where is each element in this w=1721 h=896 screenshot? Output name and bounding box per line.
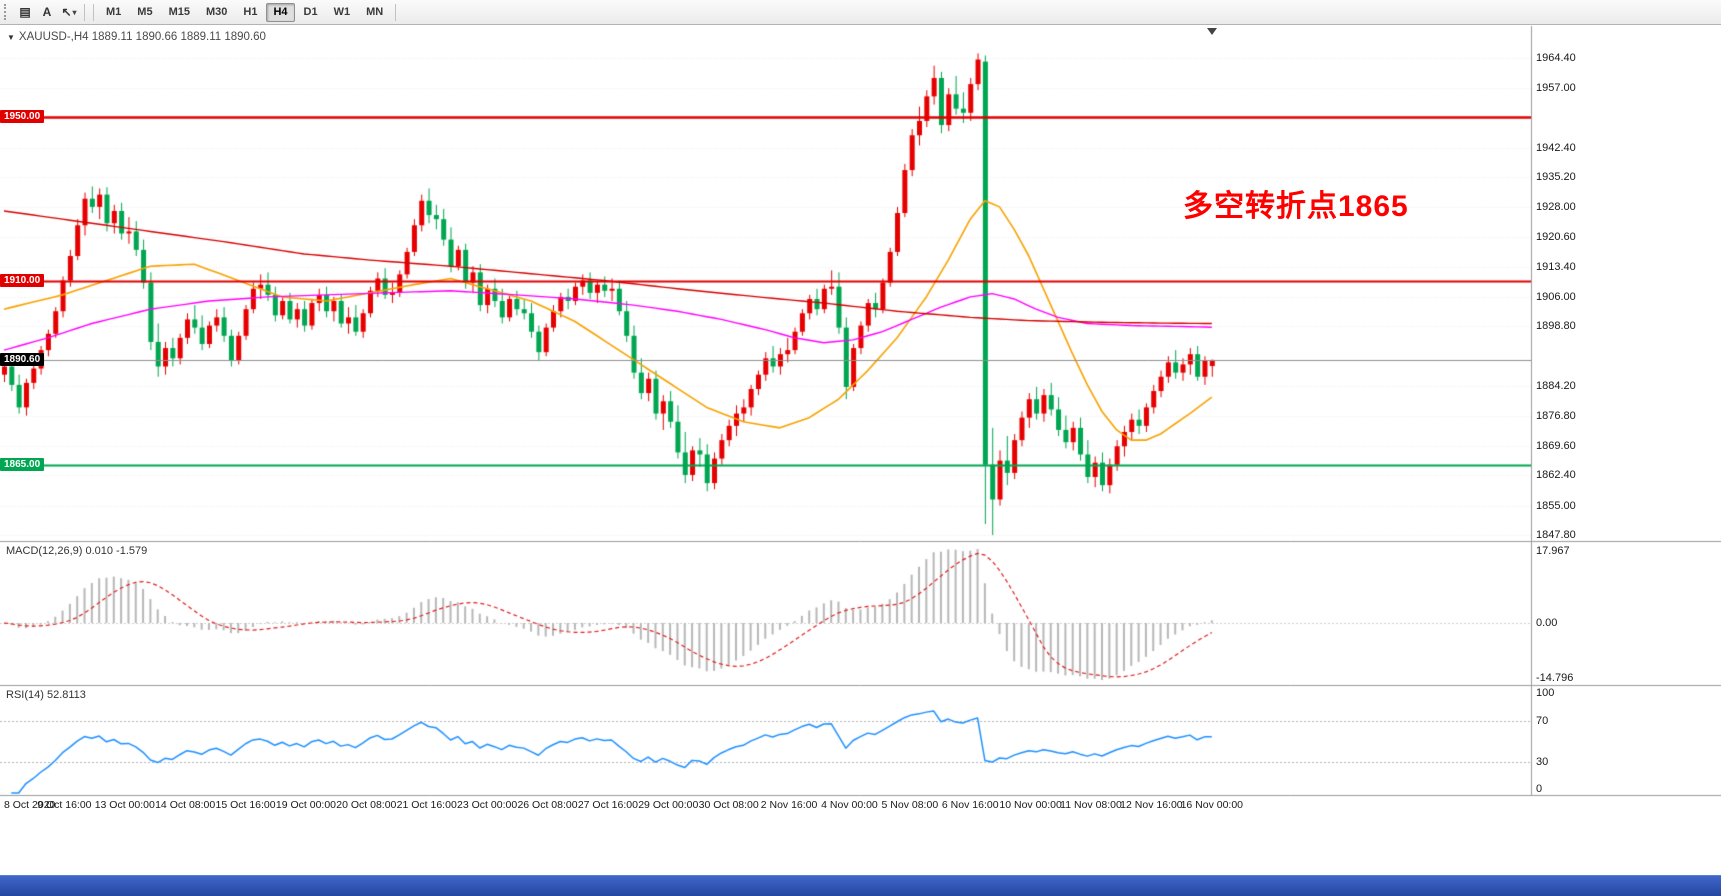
toolbar-separator (395, 3, 397, 21)
timeframe-M1-button[interactable]: M1 (99, 3, 128, 22)
timeframe-M15-button[interactable]: M15 (162, 3, 197, 22)
timeframe-W1-button[interactable]: W1 (327, 3, 358, 22)
timeframe-M30-button[interactable]: M30 (199, 3, 234, 22)
timeframe-M5-button[interactable]: M5 (130, 3, 159, 22)
timeframe-D1-button[interactable]: D1 (297, 3, 325, 22)
arrow-tool-glyph: ↖ (61, 5, 72, 19)
timeframe-MN-button[interactable]: MN (359, 3, 390, 22)
toolbar-separator (84, 3, 85, 21)
timeframe-H1-button[interactable]: H1 (236, 3, 264, 22)
chevron-down-icon: ▾ (72, 7, 77, 17)
timeframe-group: M1 M5 M15 M30 H1 H4 D1 W1 MN (98, 2, 391, 22)
text-tool-icon[interactable]: A (36, 2, 58, 22)
toolbar: ▤ A ↖ ▾ M1 M5 M15 M30 H1 H4 D1 W1 MN (0, 0, 1721, 25)
toolbar-separator (93, 3, 94, 21)
taskbar[interactable] (0, 875, 1721, 896)
toolbar-grip[interactable] (4, 4, 9, 20)
timeframe-H4-button[interactable]: H4 (266, 2, 295, 22)
chart-grid-icon[interactable]: ▤ (14, 2, 36, 22)
arrow-tool-icon[interactable]: ↖ ▾ (58, 2, 80, 22)
